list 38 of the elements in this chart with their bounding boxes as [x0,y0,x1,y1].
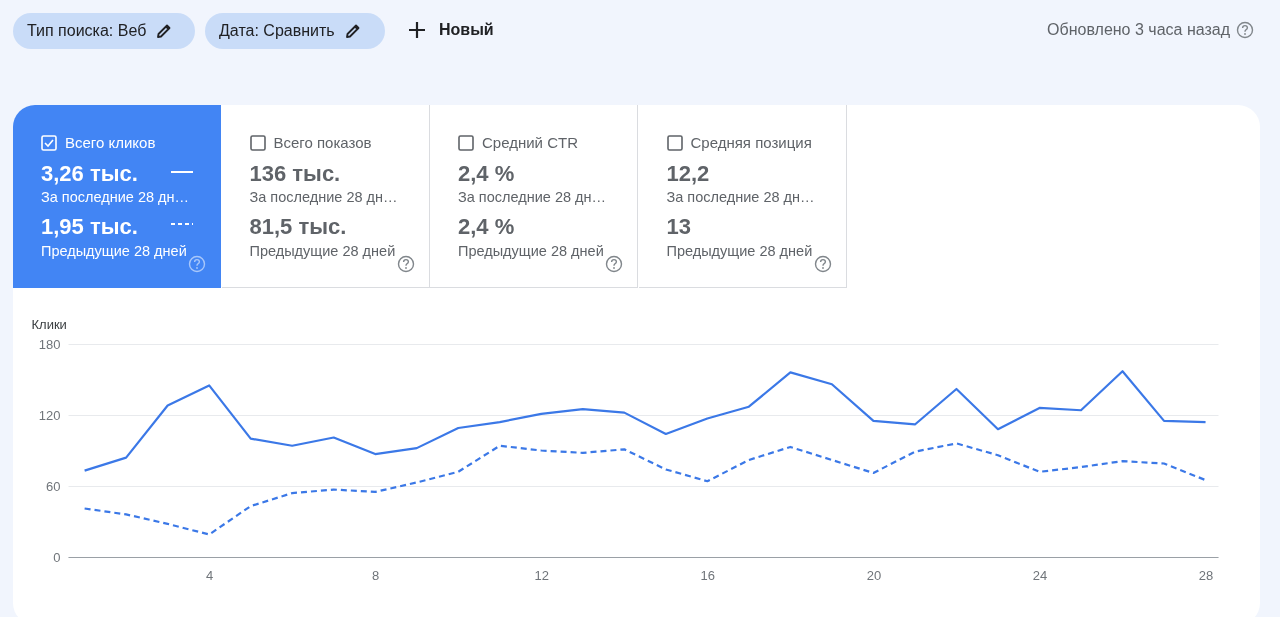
text: Предыдущие 28 дней [41,243,187,259]
y-axis-title: Клики [31,316,67,332]
text: Предыдущие 28 дней [249,243,396,259]
text: 2,4 % [458,161,515,187]
x-tick-label: 20 [866,567,882,583]
text: Средняя позиция [690,134,812,151]
text: Предыдущие 28 дней [458,243,604,259]
text: Дата: Сравнить [219,22,335,40]
text: 12,2 [666,161,710,187]
text: 2,4 % [458,214,515,240]
text: Предыдущие 28 дней [666,243,813,259]
text: 3,26 тыс. [41,161,138,187]
line-series [83,442,1207,536]
y-tick-label: 60 [46,478,61,494]
y-tick-label: 180 [38,336,61,352]
y-tick-label: 0 [53,549,61,565]
x-tick-label: 12 [534,567,550,583]
text: За последние 28 дн… [666,189,815,205]
text: 13 [666,214,691,240]
text: За последние 28 дн… [249,189,398,205]
x-tick-label: 16 [700,567,716,583]
x-tick-label: 4 [206,567,214,583]
y-tick-label: 120 [38,407,61,423]
text: Всего показов [273,134,372,151]
text: Обновлено 3 часа назад [1047,21,1230,39]
text: 136 тыс. [249,161,341,187]
text: Средний CTR [482,134,578,151]
x-tick-label: 24 [1032,567,1048,583]
text: 1,95 тыс. [41,214,138,240]
x-tick-label: 8 [372,567,380,583]
text: Тип поиска: Веб [27,22,147,40]
text: За последние 28 дн… [41,189,190,205]
text: 81,5 тыс. [249,214,347,240]
x-tick-label: 28 [1198,567,1214,583]
text: Всего кликов [65,134,156,151]
text: Новый [439,21,494,39]
line-series [83,370,1207,472]
text: За последние 28 дн… [458,189,607,205]
